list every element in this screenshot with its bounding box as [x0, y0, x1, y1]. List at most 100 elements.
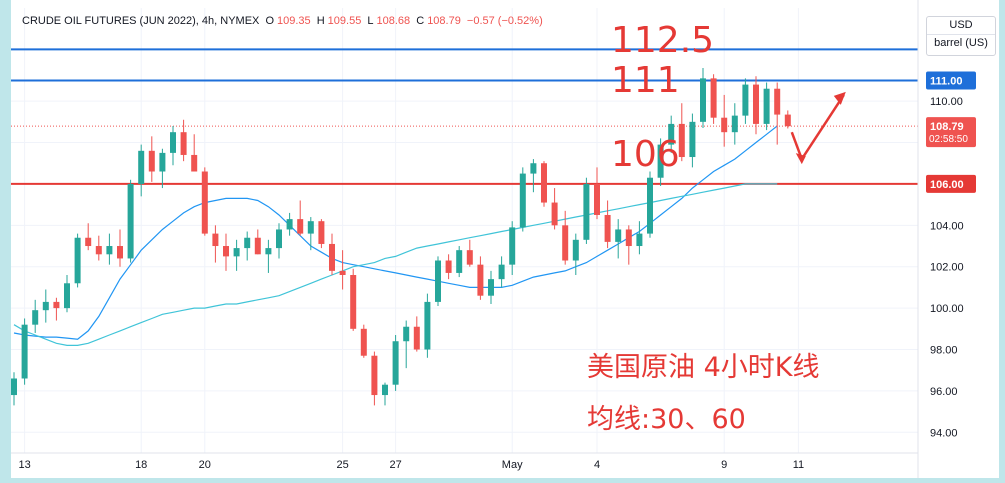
price-tag-111-bg[interactable]: [926, 71, 976, 90]
candle: [647, 171, 653, 238]
candle: [148, 136, 155, 182]
forecast-arrows: [790, 91, 846, 165]
price-tag-111[interactable]: 111.00: [930, 75, 962, 87]
candle: [594, 167, 600, 220]
horizontal-lines[interactable]: [11, 48, 918, 185]
candle: [784, 110, 791, 129]
candle-body: [572, 239, 579, 261]
candle: [562, 210, 569, 265]
candle: [74, 233, 81, 288]
candle: [700, 68, 706, 129]
candle-body: [318, 221, 325, 244]
candle: [625, 225, 632, 265]
candle-body: [488, 279, 494, 296]
candle-body: [64, 283, 70, 309]
candle-body: [403, 326, 410, 342]
candle: [519, 167, 526, 232]
price-tag-106[interactable]: 106.00: [930, 179, 964, 191]
candle-body: [191, 154, 198, 172]
candle: [138, 144, 145, 197]
candle-body: [286, 219, 293, 230]
candle-body: [774, 88, 781, 115]
candle-body: [435, 260, 441, 302]
candle: [329, 233, 335, 275]
candle-body: [53, 301, 60, 309]
candle-body: [117, 246, 123, 259]
candle: [21, 318, 28, 385]
candle-body: [382, 384, 388, 396]
candle-body: [329, 243, 335, 271]
symbol-title: CRUDE OIL FUTURES (JUN 2022), 4h, NYMEX: [22, 15, 260, 27]
candle: [466, 239, 473, 267]
currency-label: USD: [949, 19, 973, 31]
candle-body: [95, 246, 102, 255]
candle-body: [784, 114, 791, 127]
high-value: 109.55: [327, 15, 362, 27]
bar-countdown[interactable]: 02:58:50: [929, 134, 968, 145]
candle: [159, 148, 166, 189]
price-tick-label: 94.00: [930, 427, 958, 439]
candle: [753, 76, 759, 135]
candle: [615, 219, 622, 259]
left-border: [0, 0, 11, 483]
price-axis[interactable]: 94.0096.0098.00100.00102.00104.00108.001…: [917, 0, 976, 478]
candle: [668, 115, 675, 153]
candle-body: [339, 270, 346, 275]
candle-body: [657, 144, 664, 178]
price-tick-label: 96.00: [930, 386, 958, 398]
close-label: C: [416, 15, 425, 27]
candle-body: [212, 233, 219, 247]
candle-body: [11, 378, 17, 396]
candle: [382, 382, 388, 406]
low-value: 108.68: [376, 15, 411, 27]
bottom-border: [0, 478, 1005, 483]
candle: [530, 159, 537, 193]
candle: [488, 270, 494, 304]
candles: [11, 68, 791, 406]
candle: [477, 256, 484, 300]
candle-body: [424, 301, 431, 350]
candle-body: [244, 237, 251, 249]
last-price-tag-bg[interactable]: [926, 117, 976, 148]
candle: [657, 138, 664, 186]
candle: [42, 289, 49, 323]
candle-body: [254, 237, 261, 255]
low-label: L: [367, 15, 374, 27]
candle: [117, 229, 123, 267]
candle-body: [148, 150, 155, 172]
time-tick-label: May: [502, 459, 523, 471]
price-tag-106-bg[interactable]: [926, 174, 976, 193]
candle-body: [530, 163, 537, 174]
candle: [371, 351, 378, 406]
candle: [32, 299, 39, 333]
candle-body: [307, 221, 314, 234]
candle: [721, 94, 728, 147]
currency-unit-selector[interactable]: USD barrel (US): [926, 16, 996, 56]
candle: [339, 250, 346, 290]
time-tick-label: 18: [135, 459, 147, 471]
annotation-caption-title: 美国原油 4小时K线: [587, 352, 820, 383]
candle: [11, 372, 17, 406]
candle-body: [647, 177, 653, 234]
candle-body: [615, 229, 622, 242]
candle: [583, 177, 590, 244]
candle-body: [700, 78, 706, 122]
last-price-tag[interactable]: 108.79: [930, 121, 964, 133]
candle-body: [350, 275, 357, 329]
annotation-111: 111: [611, 60, 680, 101]
time-axis[interactable]: 13 18 20 25 27 May 4 9 11: [11, 452, 918, 471]
annotation-caption-ma: 均线:30、60: [587, 404, 746, 435]
candle: [127, 179, 134, 263]
candle-body: [594, 183, 600, 215]
candle: [223, 233, 229, 271]
candle-body: [509, 227, 516, 265]
candle: [244, 231, 251, 261]
candle-body: [180, 132, 187, 155]
candle-body: [519, 173, 526, 228]
candle: [212, 225, 219, 263]
candle-body: [721, 117, 728, 133]
time-tick-label: 11: [793, 459, 804, 471]
candle-body: [498, 264, 505, 280]
candle: [445, 254, 452, 280]
